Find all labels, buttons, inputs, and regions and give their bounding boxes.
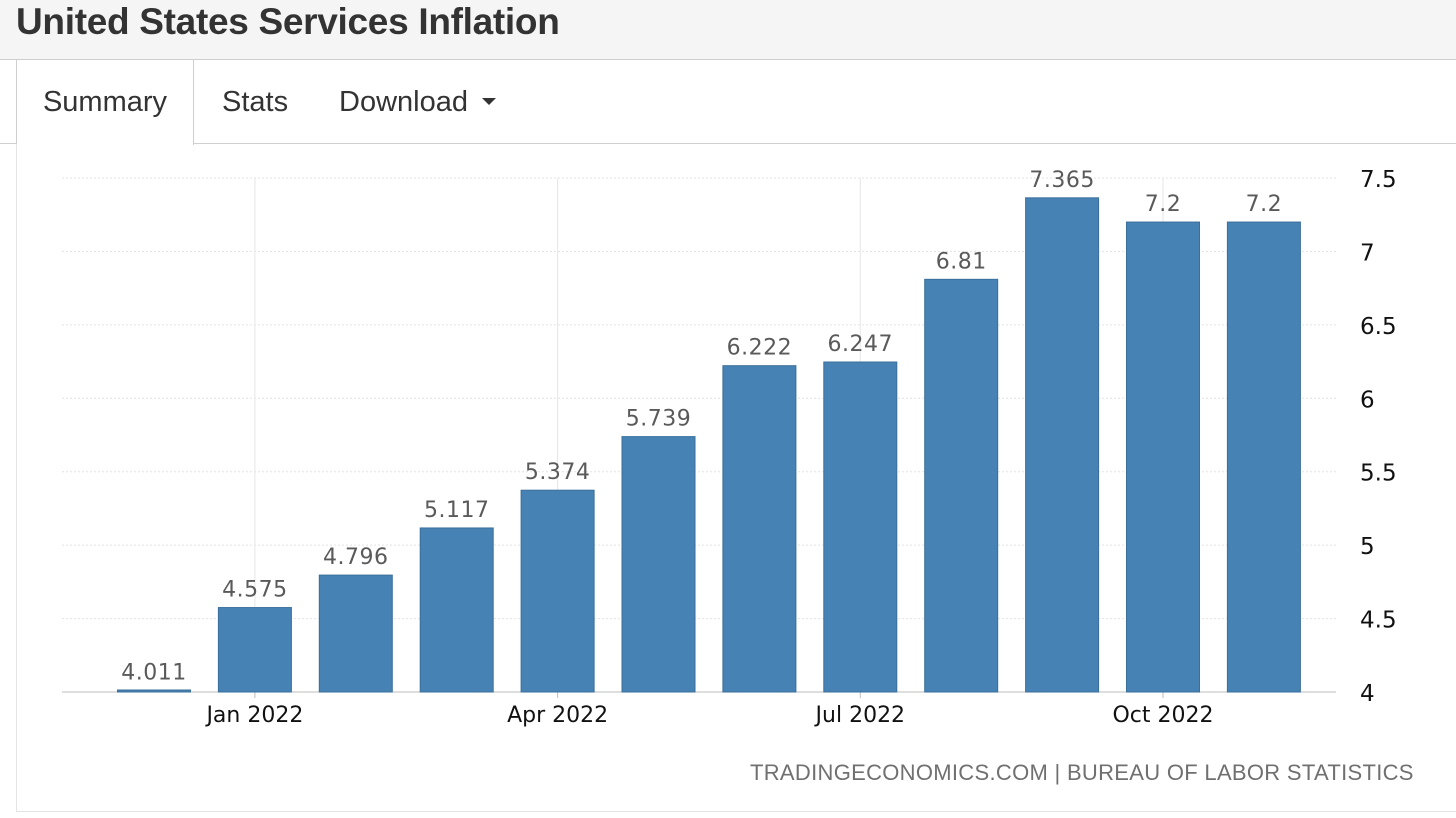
y-tick-label: 7.5 <box>1360 167 1397 193</box>
bar-value-label: 4.011 <box>121 660 186 685</box>
bar <box>520 489 595 693</box>
bar <box>924 278 999 693</box>
y-tick-label: 5.5 <box>1360 461 1397 487</box>
x-tick-label: Apr 2022 <box>507 703 608 728</box>
y-tick-label: 6 <box>1360 387 1375 413</box>
y-tick-label: 6.5 <box>1360 314 1397 340</box>
x-tick-label: Oct 2022 <box>1112 703 1213 728</box>
y-axis-ticks: 4 4.5 5 5.5 6 6.5 7 7.5 <box>1360 167 1397 707</box>
x-tick-label: Jan 2022 <box>204 703 303 728</box>
tab-bar: Summary Stats Download <box>0 60 1456 145</box>
bar <box>823 361 898 693</box>
x-tick-label: Jul 2022 <box>814 703 906 728</box>
tab-summary[interactable]: Summary <box>16 60 194 145</box>
page-header: United States Services Inflation <box>0 0 1456 60</box>
bar <box>722 365 797 693</box>
y-tick-label: 4 <box>1360 681 1375 707</box>
bar-value-label: 4.575 <box>222 578 287 603</box>
bar-value-label: 7.2 <box>1246 192 1283 217</box>
bar-value-label: 5.374 <box>525 460 590 485</box>
data-labels: 4.011 4.575 4.796 5.117 5.374 5.739 6.222 6.247… <box>121 168 1283 686</box>
page-title: United States Services Inflation <box>16 1 560 42</box>
bar <box>419 527 494 693</box>
bar-value-label: 4.796 <box>323 545 388 570</box>
chevron-down-icon <box>481 97 496 105</box>
bar-value-label: 7.365 <box>1029 168 1094 193</box>
bar <box>1226 221 1301 693</box>
bar <box>1025 197 1100 693</box>
bar-value-label: 6.247 <box>828 332 893 357</box>
tab-download-label: Download <box>339 86 468 118</box>
bar-value-label: 7.2 <box>1145 192 1182 217</box>
x-axis-ticks: Jan 2022 Apr 2022 Jul 2022 Oct 2022 <box>204 703 1213 728</box>
bar <box>117 689 191 693</box>
bar-value-label: 6.81 <box>936 249 987 274</box>
bar <box>318 574 393 693</box>
bars <box>117 197 1301 693</box>
tab-download[interactable]: Download <box>339 60 496 144</box>
chart-panel <box>16 144 1456 812</box>
y-tick-label: 4.5 <box>1360 608 1397 634</box>
bar-value-label: 5.117 <box>424 498 489 523</box>
bar <box>621 436 696 693</box>
bar <box>1126 221 1200 693</box>
tab-stats[interactable]: Stats <box>222 86 289 118</box>
y-tick-label: 5 <box>1360 534 1375 560</box>
source-attribution: TRADINGECONOMICS.COM | BUREAU OF LABOR S… <box>750 760 1414 785</box>
y-tick-label: 7 <box>1360 240 1375 266</box>
bar-value-label: 6.222 <box>727 336 792 361</box>
bar-value-label: 5.739 <box>626 407 691 432</box>
bar <box>217 607 292 693</box>
